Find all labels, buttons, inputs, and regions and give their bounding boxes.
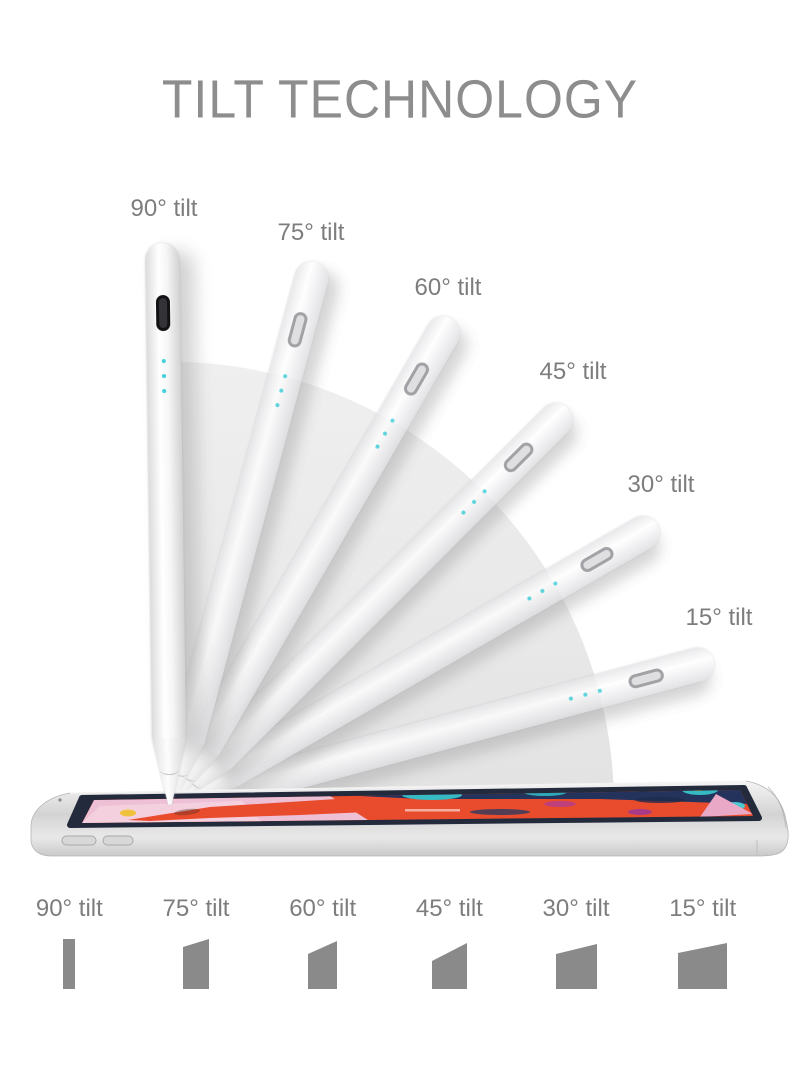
usb-port-icon <box>401 359 432 399</box>
legend-item-90: 90° tilt <box>6 895 133 989</box>
legend-label: 15° tilt <box>669 895 737 922</box>
tilt-shape-15-icon <box>678 943 728 989</box>
usb-port-icon <box>155 294 171 332</box>
usb-port-icon <box>627 666 666 690</box>
angle-label-75: 75° tilt <box>277 219 345 246</box>
tilt-legend: 90° tilt 75° tilt 60° tilt <box>6 895 766 989</box>
legend-item-60: 60° tilt <box>259 895 386 989</box>
tilt-shape-90-icon <box>63 939 76 989</box>
volume-button <box>102 835 134 846</box>
angle-label-30: 30° tilt <box>627 471 695 498</box>
tilt-shape-75-icon <box>183 939 209 989</box>
usb-port-icon <box>286 310 310 349</box>
legend-label: 90° tilt <box>35 895 103 922</box>
pen-body <box>145 242 187 741</box>
camera-dot <box>58 798 62 802</box>
led-indicators <box>161 359 167 404</box>
legend-label: 60° tilt <box>289 895 357 922</box>
led-indicators <box>517 580 559 607</box>
tilt-shape-60-icon <box>308 941 338 989</box>
usb-port-icon <box>500 439 537 476</box>
volume-button <box>61 835 97 846</box>
screen-clock: 10:07 <box>416 817 449 832</box>
legend-item-75: 75° tilt <box>133 895 260 989</box>
legend-label: 45° tilt <box>415 895 483 922</box>
legend-item-45: 45° tilt <box>386 895 513 989</box>
led-indicators <box>453 488 488 524</box>
led-indicators <box>558 688 603 704</box>
stylus-pen-90deg <box>145 242 187 806</box>
tilt-shape-30-icon <box>555 944 597 989</box>
angle-label-45: 45° tilt <box>539 358 607 385</box>
pen-tip <box>152 738 187 806</box>
legend-item-30: 30° tilt <box>513 895 640 989</box>
page-title: TILT TECHNOLOGY <box>161 68 639 130</box>
angle-label-90: 90° tilt <box>130 195 198 222</box>
legend-item-15: 15° tilt <box>639 895 766 989</box>
led-indicators <box>272 373 288 419</box>
usb-port-icon <box>577 544 617 575</box>
led-indicators <box>369 417 396 459</box>
tablet-frame <box>30 780 789 857</box>
legend-label: 75° tilt <box>162 895 230 922</box>
legend-label: 30° tilt <box>542 895 610 922</box>
angle-label-15: 15° tilt <box>685 604 753 631</box>
tilt-shape-45-icon <box>431 943 467 989</box>
angle-label-60: 60° tilt <box>414 274 482 301</box>
